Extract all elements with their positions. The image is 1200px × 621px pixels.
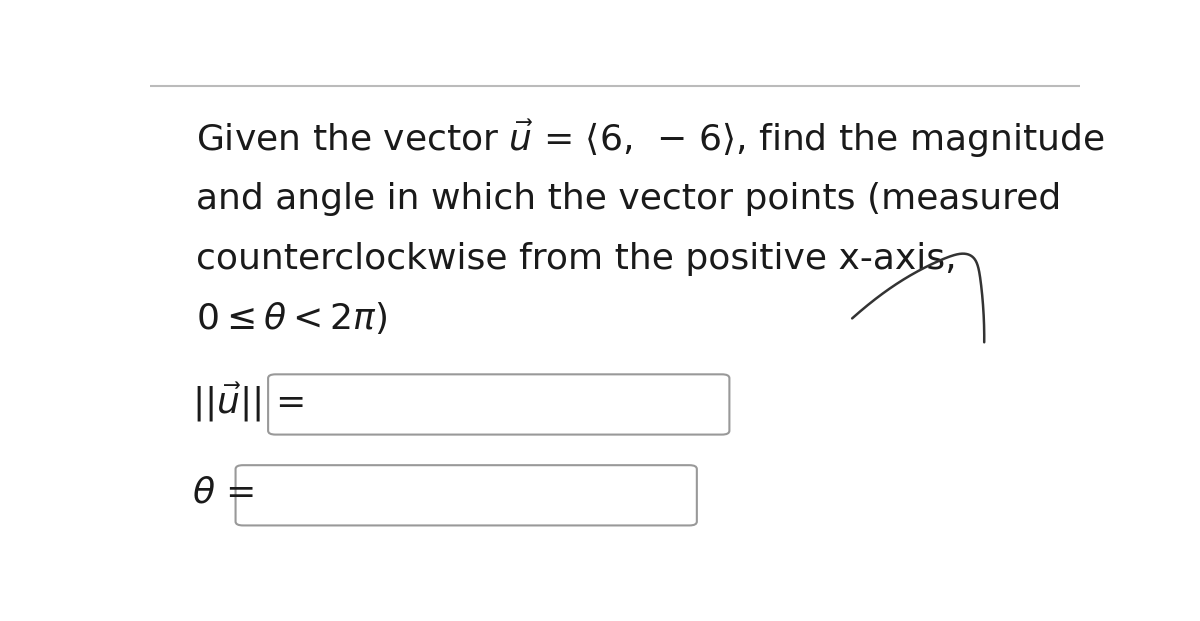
- Text: Given the vector $\vec{u}$ = $\langle$6,  − 6$\rangle$, find the magnitude: Given the vector $\vec{u}$ = $\langle$6,…: [197, 117, 1105, 160]
- Text: counterclockwise from the positive x-axis,: counterclockwise from the positive x-axi…: [197, 242, 958, 276]
- Text: $\theta$ =: $\theta$ =: [192, 476, 254, 510]
- FancyBboxPatch shape: [268, 374, 730, 435]
- Text: $0 \leq \theta < 2\pi$): $0 \leq \theta < 2\pi$): [197, 301, 388, 337]
- FancyBboxPatch shape: [235, 465, 697, 525]
- Text: $||\vec{u}||$ =: $||\vec{u}||$ =: [192, 380, 304, 424]
- Text: and angle in which the vector points (measured: and angle in which the vector points (me…: [197, 182, 1062, 216]
